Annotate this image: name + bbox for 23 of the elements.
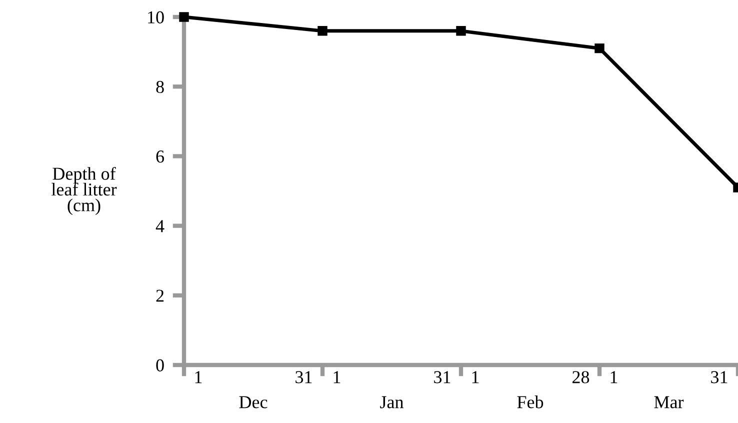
text: Feb <box>517 396 544 408</box>
text: 28 <box>572 371 590 384</box>
text: 1 <box>195 371 202 384</box>
y-tick-label: 0 <box>156 359 164 372</box>
text: 31 <box>711 371 728 384</box>
text: 31 <box>434 371 450 384</box>
y-tick-label: 10 <box>148 11 164 24</box>
y-tick-label: 4 <box>156 220 164 232</box>
point <box>179 12 189 22</box>
text: 1 <box>334 371 340 384</box>
point <box>456 26 466 36</box>
text: 31 <box>296 371 312 384</box>
y-axis-title: Depth of leaf litter (cm) <box>52 166 117 216</box>
y-tick-label: 6 <box>156 150 164 163</box>
point <box>594 43 604 54</box>
text: 1 <box>610 371 618 384</box>
y-tick-label: 2 <box>156 290 164 302</box>
y-tick-label: 8 <box>156 80 164 94</box>
text: 1 <box>472 371 479 384</box>
point <box>318 26 328 36</box>
text: Dec <box>239 396 268 408</box>
text: Mar <box>654 396 684 408</box>
text: Jan <box>380 396 404 408</box>
